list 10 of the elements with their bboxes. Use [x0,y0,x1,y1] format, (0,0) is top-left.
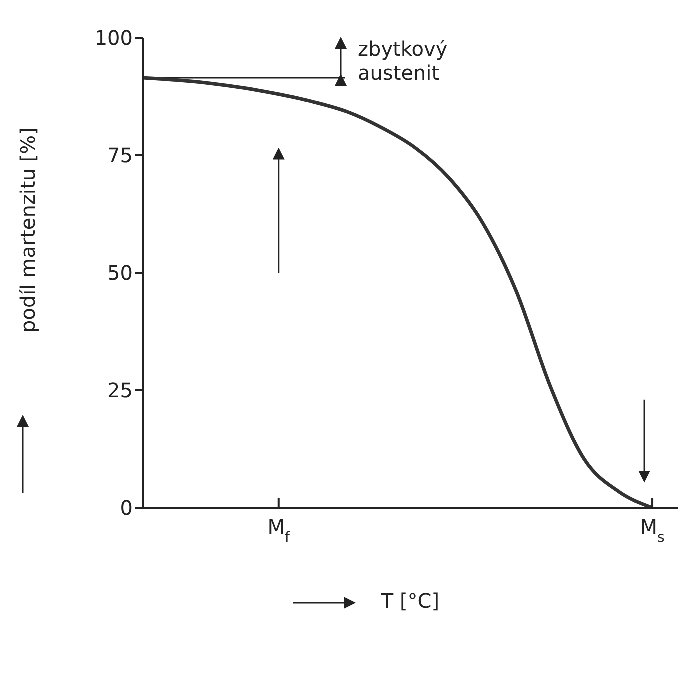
annotation: zbytkový austenit [358,37,448,85]
x-axis-title: T [°C] [380,589,440,613]
x-tick-label: M$_{s}$ [640,515,665,546]
y-tick-label: 100 [94,26,133,50]
y-tick-label: 0 [120,496,133,520]
y-tick-label: 50 [108,261,133,286]
y-axis-title: podíl martenzitu [%] [16,128,40,333]
y-tick-label: 25 [108,378,133,403]
y-tick-label: 75 [108,144,133,168]
x-tick-label: M$_{f}$ [268,515,292,546]
